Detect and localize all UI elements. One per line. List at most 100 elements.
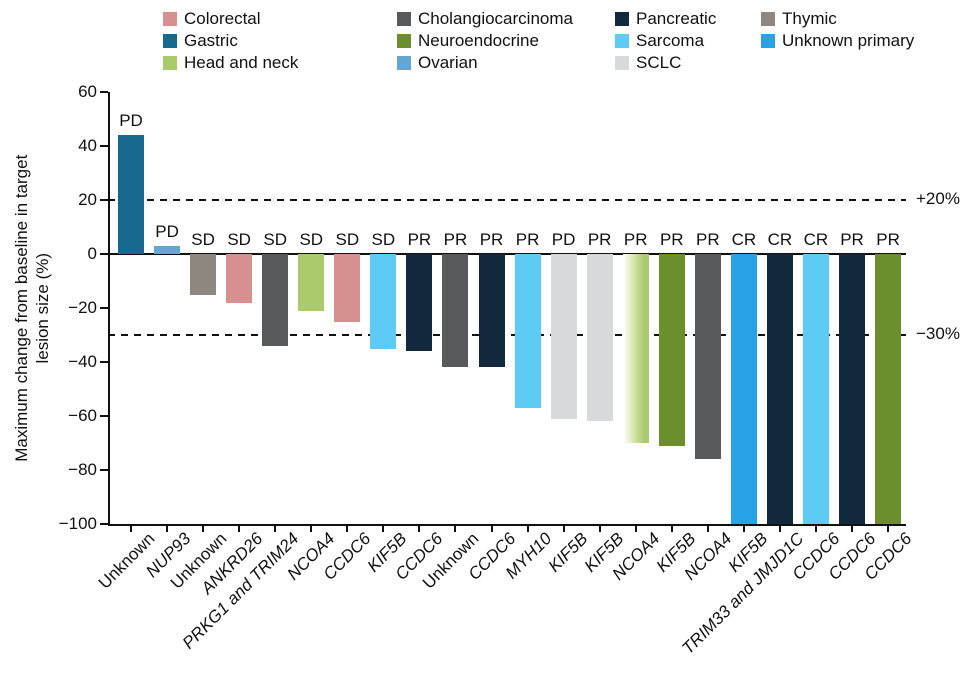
legend-label: Pancreatic: [636, 9, 717, 28]
legend-swatch-icon: [163, 56, 177, 70]
legend-swatch-icon: [397, 12, 411, 26]
waterfall-bar: [875, 254, 902, 524]
response-label: PD: [155, 221, 179, 241]
y-tick-label: −100: [58, 514, 97, 533]
response-label: PR: [407, 230, 432, 249]
response-label: CR: [767, 230, 793, 249]
y-tick: [100, 307, 108, 309]
response-label: SD: [371, 230, 396, 249]
legend-swatch-icon: [615, 34, 629, 48]
waterfall-bar: [658, 254, 685, 446]
y-tick: [100, 199, 108, 201]
response-label: SD: [263, 230, 287, 249]
legend-label: Cholangiocarcinoma: [418, 9, 573, 28]
y-tick-label: 20: [78, 190, 97, 209]
x-tick: [202, 524, 205, 532]
x-tick: [166, 524, 169, 532]
legend-item: Neuroendocrine: [397, 30, 573, 52]
waterfall-bar: [154, 245, 181, 254]
response-label: PD: [551, 230, 576, 249]
x-tick: [238, 524, 241, 532]
waterfall-bar: [622, 254, 649, 443]
legend-column: Pancreatic Sarcoma SCLC: [615, 8, 716, 74]
legend-column: Colorectal Gastric Head and neck: [163, 8, 298, 74]
response-label: PR: [695, 230, 720, 249]
response-label: SD: [299, 230, 324, 249]
waterfall-bar: [190, 254, 217, 295]
waterfall-bar: [730, 254, 757, 524]
response-label: PR: [623, 230, 648, 249]
legend-swatch-icon: [761, 12, 775, 26]
x-tick: [274, 524, 277, 532]
reference-line-label: −30%: [916, 324, 960, 343]
legend-label: Thymic: [782, 9, 837, 28]
x-tick: [778, 524, 781, 532]
legend-swatch-icon: [163, 12, 177, 26]
legend-swatch-icon: [397, 34, 411, 48]
waterfall-bar: [586, 254, 613, 422]
waterfall-bar: [370, 254, 397, 349]
legend-item: Unknown primary: [761, 30, 914, 52]
waterfall-bar: [334, 254, 361, 322]
y-axis-line: [108, 92, 110, 526]
waterfall-bar: [118, 135, 144, 254]
legend-label: SCLC: [636, 53, 682, 72]
x-tick: [598, 524, 601, 532]
x-tick: [382, 524, 385, 532]
waterfall-bar: [406, 254, 433, 352]
x-tick: [634, 524, 637, 532]
x-tick: [454, 524, 457, 532]
legend-swatch-icon: [615, 12, 629, 26]
response-label: SD: [191, 230, 215, 249]
waterfall-bar: [839, 254, 865, 524]
y-tick-label: 40: [78, 136, 97, 155]
waterfall-bar: [298, 254, 325, 311]
legend-column: Thymic Unknown primary: [761, 8, 914, 52]
x-tick: [887, 524, 890, 532]
legend-label: Unknown primary: [782, 31, 915, 50]
x-tick: [346, 524, 349, 532]
response-label: PR: [876, 230, 900, 249]
y-tick: [100, 415, 108, 417]
x-tick: [562, 524, 565, 532]
x-tick: [742, 524, 745, 532]
y-tick-label: 60: [78, 82, 97, 101]
legend-item: Pancreatic: [615, 8, 716, 30]
legend-swatch-icon: [397, 56, 411, 70]
zero-line: [108, 253, 906, 255]
legend-swatch-icon: [615, 56, 629, 70]
legend-item: Ovarian: [397, 52, 573, 74]
y-tick: [100, 523, 108, 525]
response-label: CR: [731, 230, 757, 249]
legend-label: Head and neck: [184, 53, 299, 72]
waterfall-bar: [262, 254, 289, 346]
waterfall-bar: [550, 254, 577, 419]
legend-swatch-icon: [761, 34, 775, 48]
x-tick: [851, 524, 853, 532]
waterfall-bar: [226, 254, 253, 303]
legend-item: Sarcoma: [615, 30, 716, 52]
y-tick-label: −60: [68, 406, 97, 425]
reference-dashed-line: [108, 334, 906, 336]
legend-label: Sarcoma: [636, 31, 705, 50]
waterfall-bar: [478, 254, 505, 368]
x-tick: [706, 524, 709, 532]
response-label: CR: [803, 230, 829, 249]
waterfall-bar: [514, 254, 541, 408]
response-label: PR: [587, 230, 612, 249]
reference-dashed-line: [108, 199, 906, 201]
y-tick-label: −40: [68, 352, 97, 371]
waterfall-bar: [766, 254, 793, 524]
y-tick-label: −20: [68, 298, 97, 317]
legend-label: Gastric: [184, 31, 238, 50]
y-tick: [100, 361, 108, 363]
x-axis-line: [108, 524, 906, 526]
legend-item: Colorectal: [163, 8, 298, 30]
x-tick: [814, 524, 817, 532]
x-tick: [310, 524, 313, 532]
response-label: PR: [479, 230, 504, 249]
response-label: PR: [840, 230, 864, 249]
x-tick: [490, 524, 493, 532]
